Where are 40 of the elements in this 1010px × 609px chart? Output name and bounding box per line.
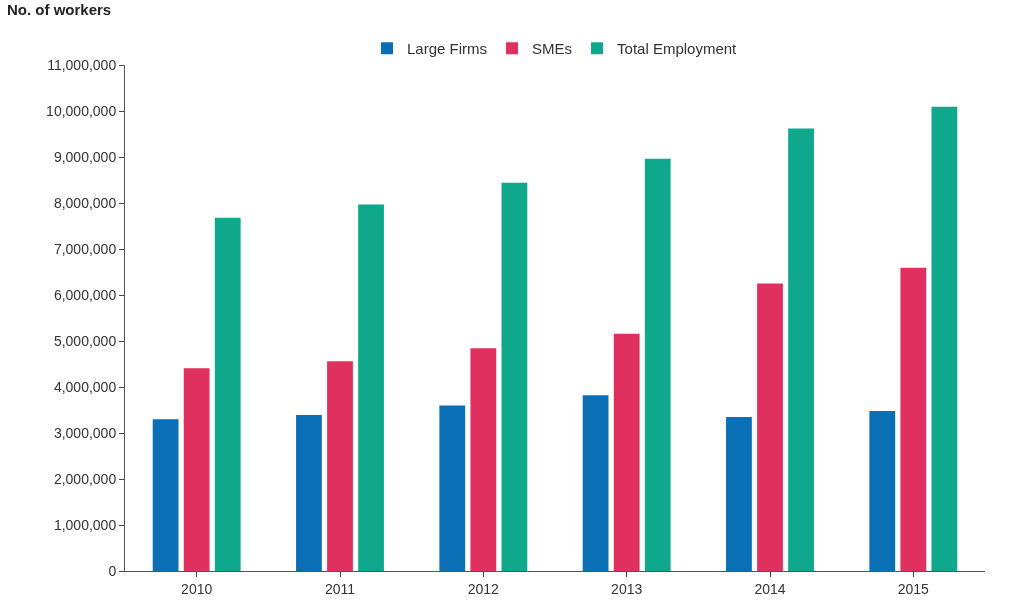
y-tick-label: 0: [108, 562, 117, 579]
bar: [726, 416, 752, 571]
bar: [439, 405, 466, 571]
x-tick-label: 2010: [181, 580, 213, 597]
y-tick-label: 3,000,000: [53, 424, 117, 441]
y-tick-label: 9,000,000: [53, 148, 117, 165]
y-axis-title: No. of workers: [7, 1, 112, 18]
bar: [788, 128, 814, 571]
bar: [214, 217, 241, 571]
legend-label: Large Firms: [407, 40, 488, 58]
bar: [869, 410, 896, 571]
bar: [296, 415, 322, 571]
bar: [931, 106, 958, 571]
legend-label: SMEs: [532, 40, 573, 58]
x-tick-label: 2011: [324, 580, 356, 597]
y-tick-label: 7,000,000: [53, 240, 117, 257]
bar: [644, 158, 671, 571]
bar: [501, 182, 528, 571]
y-tick-label: 5,000,000: [53, 332, 117, 349]
bar: [327, 361, 353, 571]
bar: [582, 395, 609, 571]
x-tick-label: 2013: [611, 580, 643, 597]
bar: [183, 368, 210, 571]
x-tick-label: 2012: [467, 580, 500, 597]
bar: [358, 204, 384, 571]
y-tick-label: 11,000,000: [47, 56, 117, 73]
y-tick-label: 8,000,000: [53, 194, 117, 211]
y-tick-label: 1,000,000: [53, 516, 117, 533]
y-tick-label: 10,000,000: [46, 102, 117, 119]
y-tick-label: 2,000,000: [53, 470, 117, 487]
bar: [152, 419, 179, 571]
y-tick-label: 6,000,000: [53, 286, 117, 303]
y-tick-label: 4,000,000: [53, 378, 117, 395]
bar: [900, 267, 927, 571]
bar: [470, 348, 497, 571]
legend-label: Total Employment: [617, 40, 738, 58]
x-tick-label: 2014: [754, 580, 786, 597]
bar: [613, 333, 640, 571]
bar: [757, 283, 783, 571]
x-tick-label: 2015: [897, 580, 930, 597]
